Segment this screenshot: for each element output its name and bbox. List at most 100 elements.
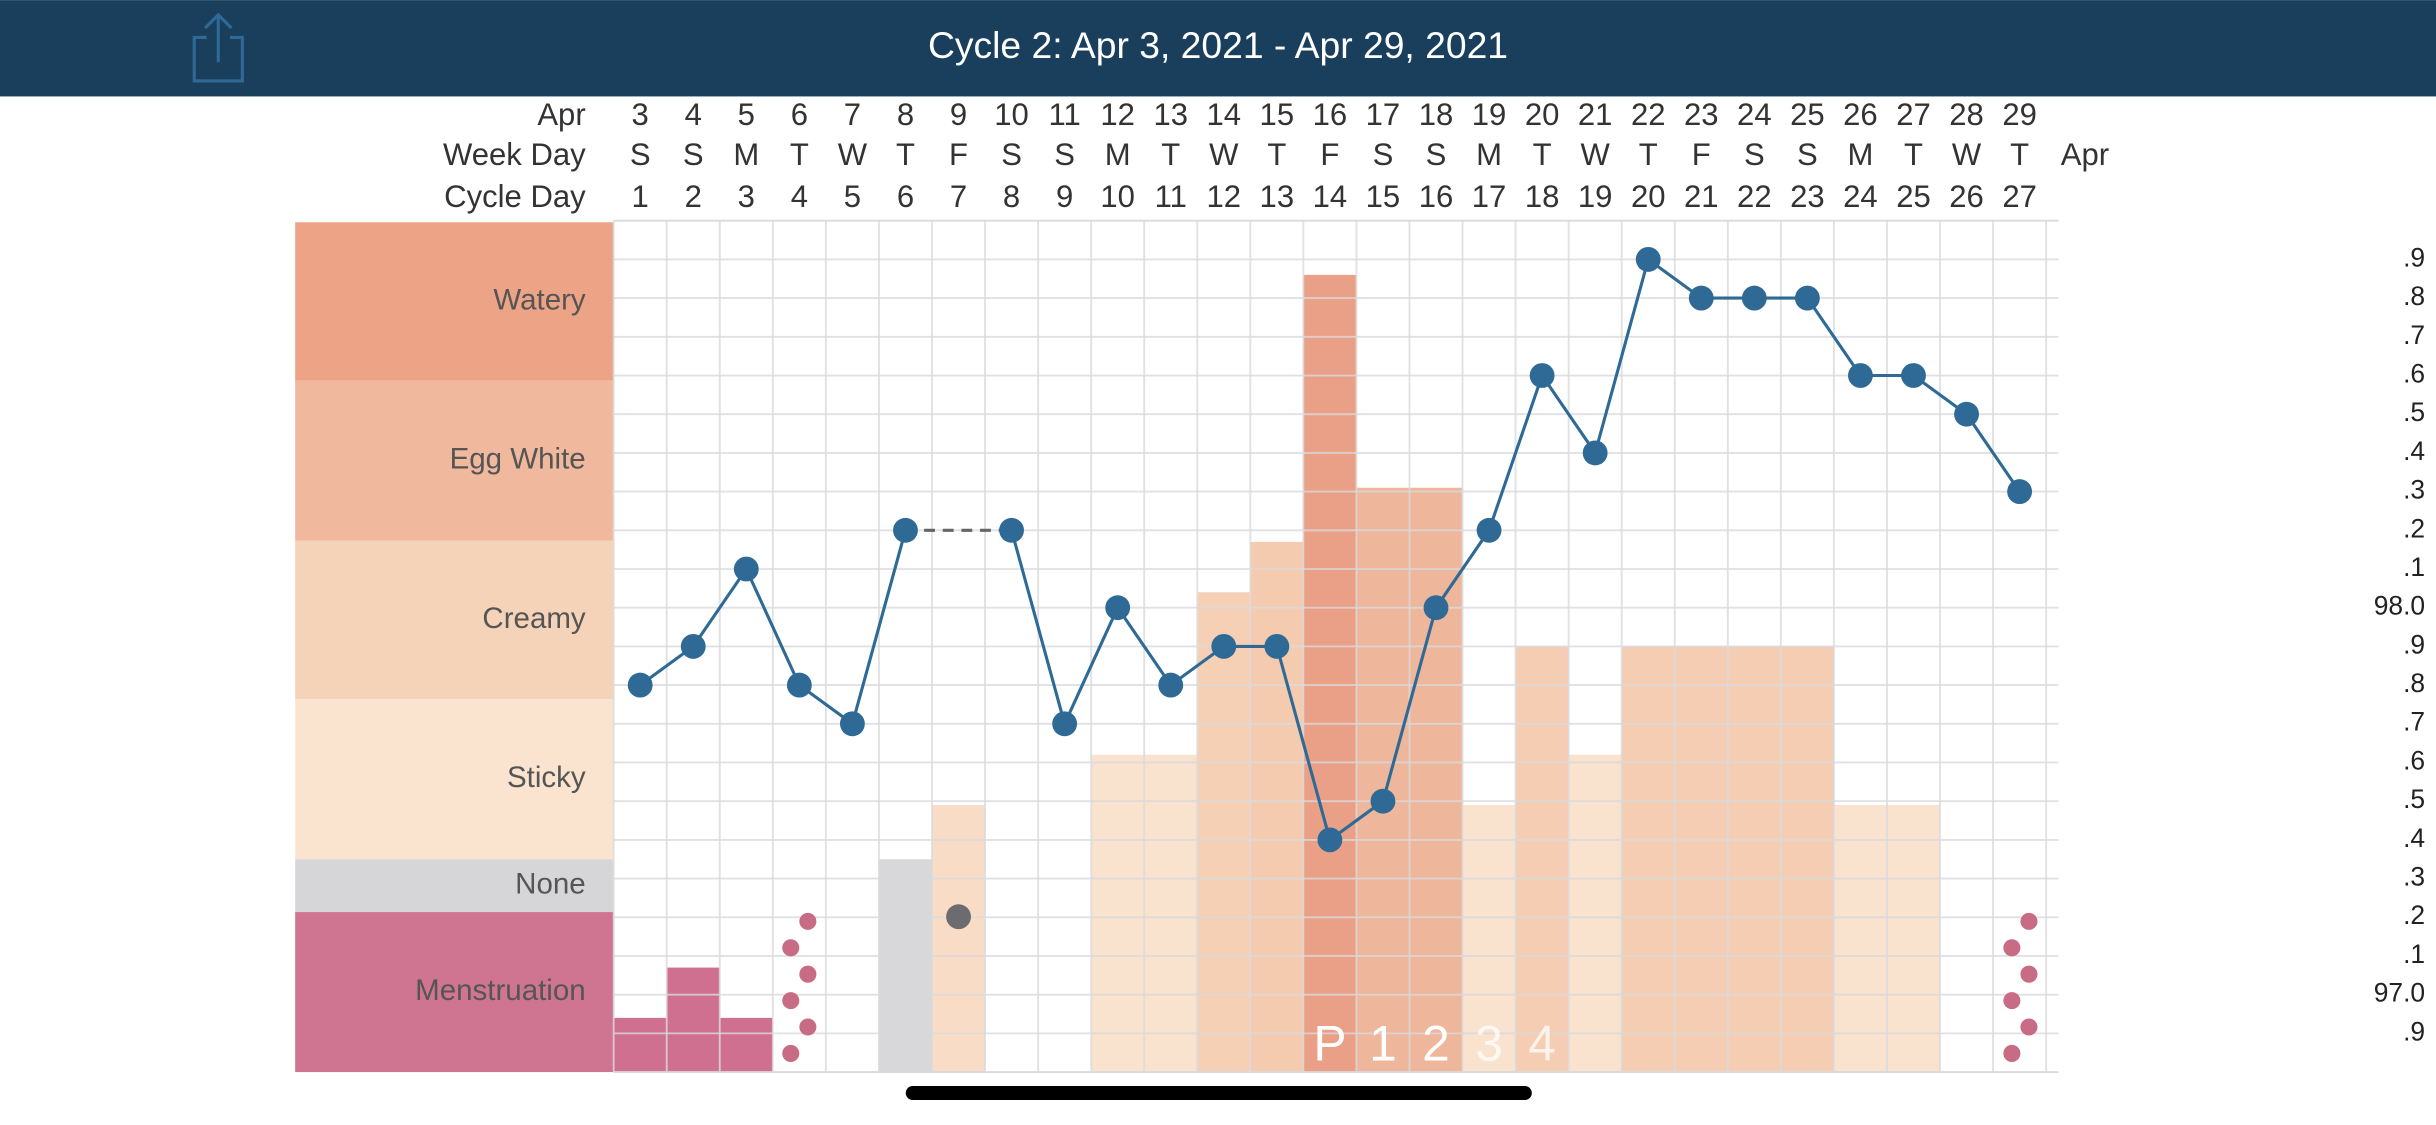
column-label: 25 <box>1790 97 1825 132</box>
share-box <box>192 35 244 83</box>
column-label: 17 <box>1366 97 1401 132</box>
share-arrow <box>203 12 233 63</box>
level-band <box>295 222 614 381</box>
column-label: M <box>1105 137 1131 172</box>
bars <box>295 222 1941 1073</box>
fluid-bar <box>1833 805 1887 1073</box>
y-tick-label: .2 <box>2403 900 2425 930</box>
column-label: 12 <box>1207 179 1242 214</box>
row-label: Cycle Day <box>444 179 586 214</box>
share-button[interactable] <box>192 12 244 83</box>
column-label: 2 <box>685 179 702 214</box>
y-tick-label: .9 <box>2403 242 2425 272</box>
temperature-point <box>1105 595 1131 621</box>
fluid-bar <box>931 805 986 1073</box>
column-label: 10 <box>994 97 1029 132</box>
column-label: F <box>1320 137 1339 172</box>
column-label: 24 <box>1737 97 1772 132</box>
level-band <box>295 859 614 913</box>
column-label: 4 <box>791 179 808 214</box>
grid <box>612 219 2059 1074</box>
header-title: Cycle 2: Apr 3, 2021 - Apr 29, 2021 <box>928 24 1508 66</box>
temperature-point <box>839 711 865 737</box>
column-label: 20 <box>1631 179 1666 214</box>
level-band <box>295 912 614 1073</box>
column-label: W <box>1952 137 1982 172</box>
temperature-point <box>1741 285 1767 311</box>
spotting-day-29 <box>2003 912 2038 1062</box>
temperature-point <box>893 517 918 543</box>
column-label: 24 <box>1843 179 1878 214</box>
fluid-bar <box>1674 646 1728 1073</box>
y-tick-label: .6 <box>2403 745 2425 775</box>
y-tick-label: .6 <box>2403 358 2425 388</box>
column-label: T <box>1904 137 1923 172</box>
column-label: 8 <box>1003 179 1020 214</box>
y-tick-label: .1 <box>2403 939 2425 969</box>
column-label: 15 <box>1366 179 1401 214</box>
level-label: Menstruation <box>415 974 586 1007</box>
labels: Watery Egg White Creamy Sticky None Menstruat… <box>415 97 2425 1072</box>
column-label: 18 <box>1419 97 1454 132</box>
column-label: 10 <box>1100 179 1135 214</box>
column-label: S <box>1001 137 1022 172</box>
column-label: 21 <box>1684 179 1719 214</box>
column-label: 5 <box>844 179 861 214</box>
temperature-point <box>1901 363 1926 388</box>
peak-label: 3 <box>1475 1015 1503 1071</box>
temperature-point <box>1158 672 1184 698</box>
level-label: Watery <box>493 283 586 316</box>
temperature-point <box>627 672 653 698</box>
column-label: 22 <box>1737 179 1772 214</box>
column-label: 23 <box>1684 97 1719 132</box>
column-label: 13 <box>1153 97 1188 132</box>
temperature-point <box>1211 633 1237 659</box>
column-label: 27 <box>2002 179 2037 214</box>
column-label: T <box>1533 137 1552 172</box>
peak-label: 4 <box>1528 1015 1556 1071</box>
column-label: T <box>790 137 809 172</box>
fluid-bar <box>1515 646 1569 1073</box>
column-label: 27 <box>1896 97 1931 132</box>
column-label: S <box>1373 137 1394 172</box>
level-label: Sticky <box>507 761 586 794</box>
temperature-point <box>1423 595 1449 621</box>
column-label: 25 <box>1896 179 1931 214</box>
fluid-bar <box>1886 805 1941 1073</box>
column-label: 7 <box>950 179 967 214</box>
fluid-bar <box>1250 541 1304 1073</box>
spotting-day-6 <box>782 912 817 1062</box>
y-tick-label: .1 <box>2403 552 2425 582</box>
column-label: 23 <box>1790 179 1825 214</box>
next-month-label: Apr <box>2061 137 2109 172</box>
temperature-point <box>1635 246 1661 272</box>
column-label: M <box>1476 137 1502 172</box>
y-tick-label: .5 <box>2403 397 2425 427</box>
y-tick-label: .3 <box>2403 475 2425 505</box>
y-tick-label: .4 <box>2403 436 2425 466</box>
column-label: 9 <box>1056 179 1073 214</box>
column-label: 16 <box>1419 179 1454 214</box>
column-label: F <box>1692 137 1711 172</box>
column-label: 7 <box>844 97 861 132</box>
column-label: 14 <box>1207 97 1242 132</box>
column-label: 17 <box>1472 179 1507 214</box>
y-tick-label: 97.0 <box>2374 978 2425 1008</box>
temperature-point <box>1582 440 1608 466</box>
temperature-point <box>1794 285 1820 311</box>
column-label: 29 <box>2002 97 2037 132</box>
column-label: 6 <box>791 97 808 132</box>
row-label: Apr <box>537 97 585 132</box>
column-label: S <box>1054 137 1075 172</box>
level-label: None <box>515 867 586 900</box>
column-label: F <box>949 137 968 172</box>
fluid-bar <box>666 967 720 1073</box>
column-label: 9 <box>950 97 967 132</box>
column-label: T <box>1267 137 1286 172</box>
event-marker <box>946 904 971 930</box>
temperature-point <box>2007 479 2033 505</box>
column-label: 19 <box>1578 179 1613 214</box>
y-tick-label: .4 <box>2403 823 2425 853</box>
column-label: 6 <box>897 179 914 214</box>
